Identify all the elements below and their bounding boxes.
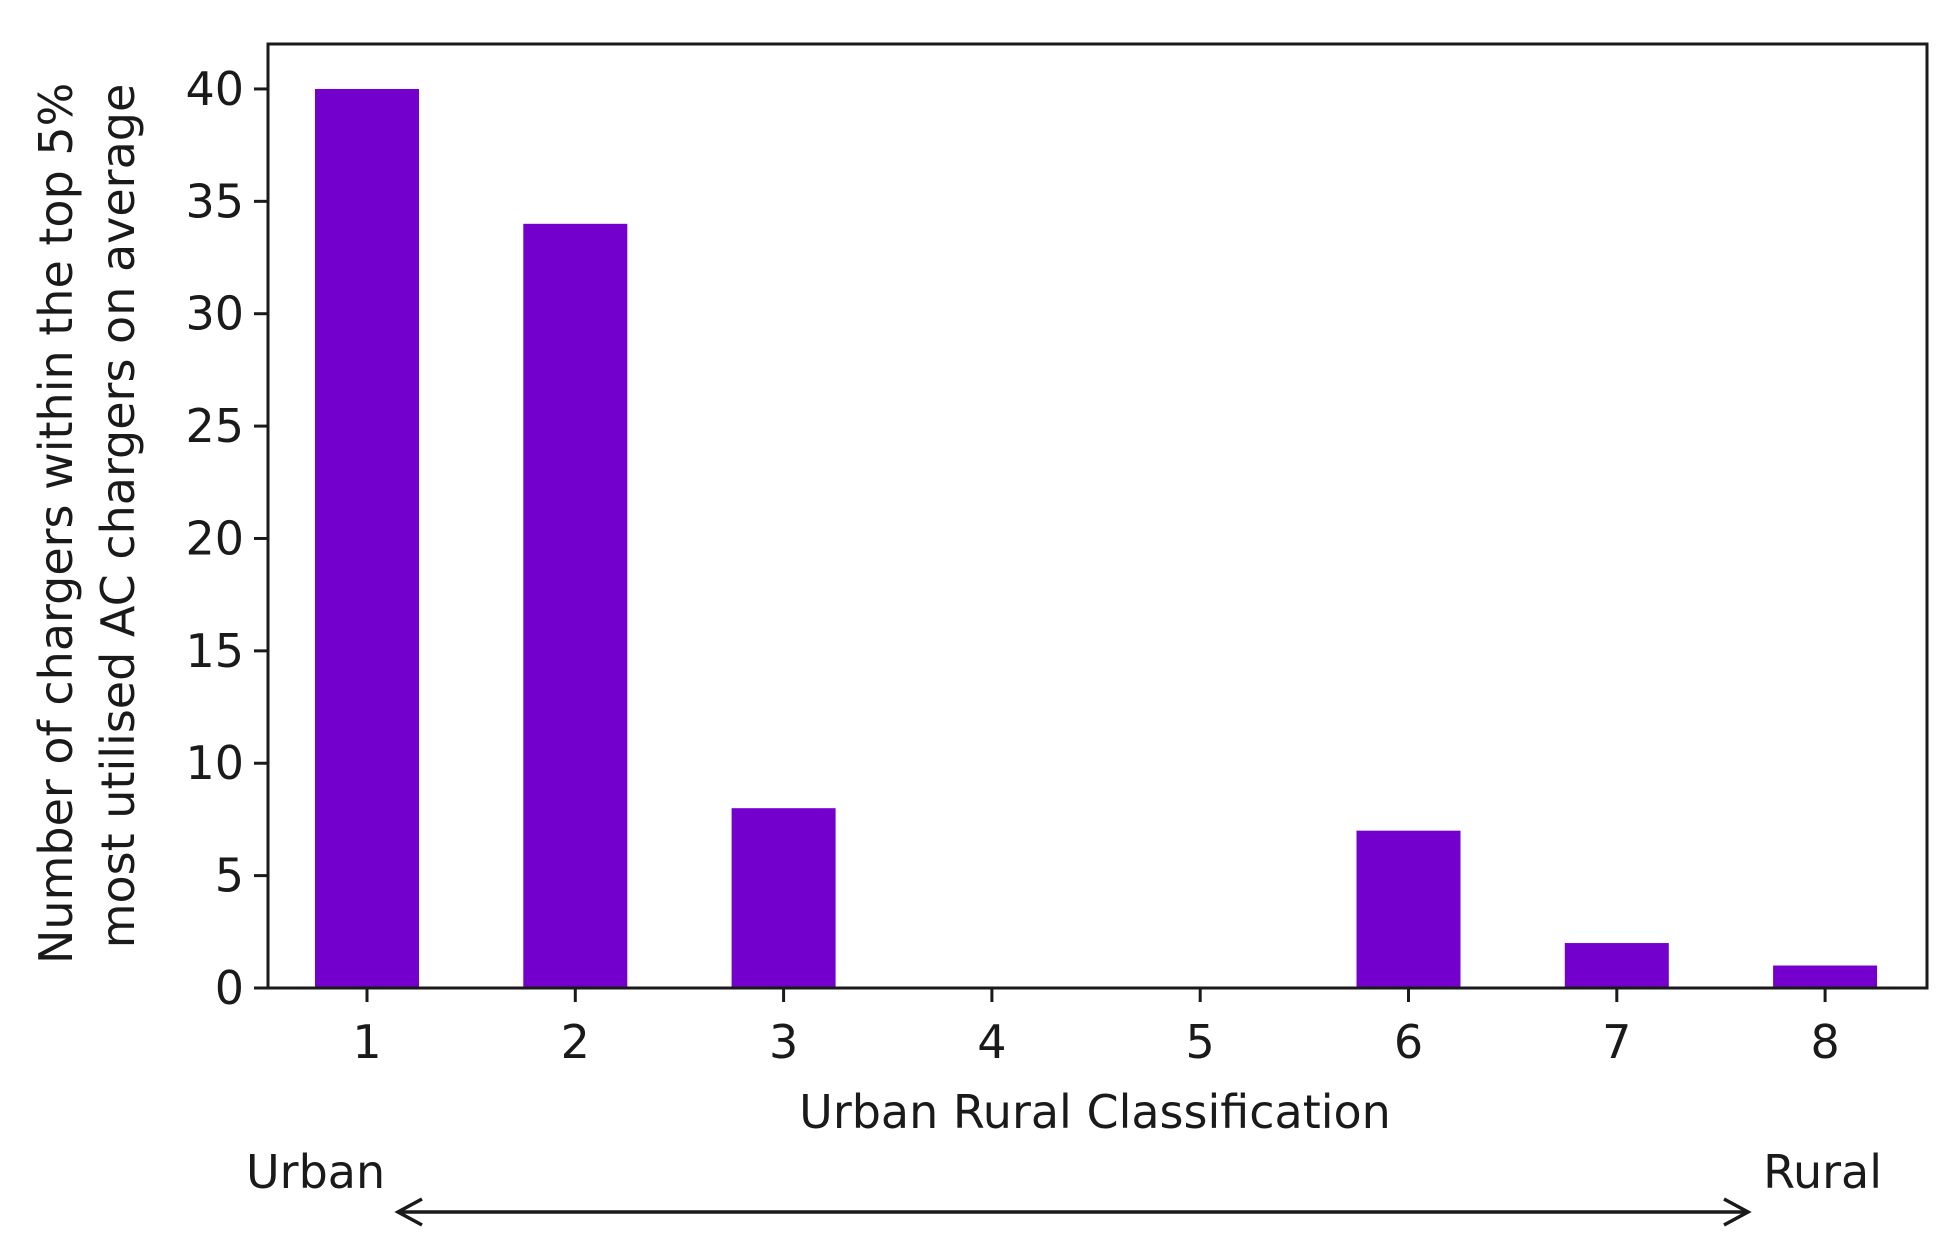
y-axis-label: Number of chargers within the top 5% mos… (29, 68, 145, 964)
bar-7 (1564, 943, 1669, 988)
arrow-head-left (394, 1197, 423, 1227)
y-axis-label-line-2: most utilised AC chargers on average (91, 84, 145, 949)
x-tick-label: 1 (352, 1015, 381, 1069)
y-tick-label: 20 (185, 511, 244, 565)
y-tick-label: 35 (185, 174, 244, 228)
y-tick-label: 30 (185, 287, 244, 341)
bar-2 (523, 223, 628, 989)
bar-3 (731, 808, 836, 988)
y-axis-ticks: 0 5 10 15 20 25 30 35 40 (185, 62, 268, 1015)
x-axis-ticks: 1 2 3 4 5 6 7 8 (352, 988, 1840, 1069)
x-tick-label: 2 (561, 1015, 590, 1069)
y-tick-label: 25 (185, 399, 244, 453)
x-axis-label: Urban Rural Classification (799, 1085, 1391, 1139)
bar-8 (1773, 965, 1878, 988)
y-tick-label: 10 (185, 736, 244, 790)
y-tick-label: 40 (185, 62, 244, 116)
urban-rural-double-arrow-icon (394, 1197, 1752, 1227)
arrow-head-right (1723, 1197, 1752, 1227)
plot-area-frame (266, 42, 1929, 990)
x-tick-label: 8 (1810, 1015, 1839, 1069)
y-tick-label: 5 (215, 849, 244, 903)
rural-annotation: Rural (1763, 1145, 1882, 1199)
urban-annotation: Urban (246, 1145, 385, 1199)
x-tick-label: 6 (1394, 1015, 1423, 1069)
x-tick-label: 4 (977, 1015, 1006, 1069)
x-tick-label: 5 (1186, 1015, 1215, 1069)
x-tick-label: 3 (769, 1015, 798, 1069)
y-axis-label-line-1: Number of chargers within the top 5% (29, 83, 83, 964)
bar-1 (315, 88, 419, 988)
bars-group (315, 88, 1878, 989)
y-tick-label: 0 (215, 961, 244, 1015)
x-tick-label: 7 (1602, 1015, 1631, 1069)
bar-6 (1356, 830, 1461, 988)
y-tick-label: 15 (185, 624, 244, 678)
